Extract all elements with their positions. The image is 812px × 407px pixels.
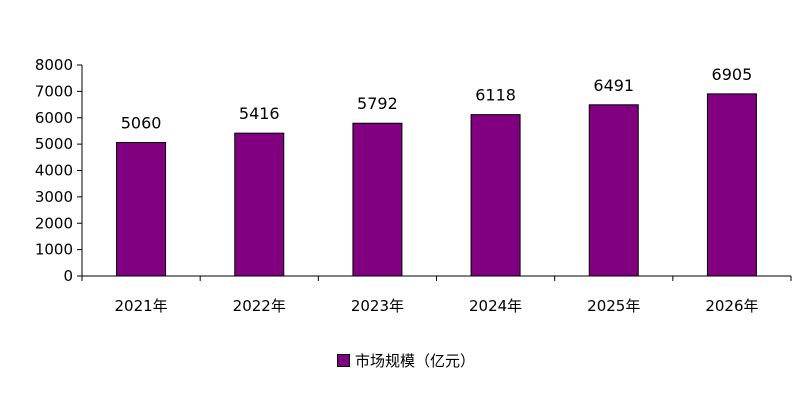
bar xyxy=(234,132,285,277)
bar xyxy=(116,142,167,277)
y-tick-label: 7000 xyxy=(35,82,73,100)
data-label: 6118 xyxy=(475,86,516,105)
y-tick-label: 8000 xyxy=(35,56,73,74)
x-category-label: 2024年 xyxy=(469,297,522,315)
data-label: 6905 xyxy=(712,65,753,84)
y-tick-label: 4000 xyxy=(35,162,73,180)
bar xyxy=(706,93,757,277)
data-label: 5792 xyxy=(357,94,398,113)
data-label: 5416 xyxy=(239,104,280,123)
y-tick-label: 2000 xyxy=(35,214,73,232)
y-tick-label: 6000 xyxy=(35,109,73,127)
x-category-label: 2026年 xyxy=(705,297,758,315)
x-category-label: 2023年 xyxy=(351,297,404,315)
x-category-label: 2025年 xyxy=(587,297,640,315)
bar xyxy=(588,104,639,277)
legend: 市场规模（亿元） xyxy=(0,350,812,371)
bars xyxy=(116,93,757,277)
bar xyxy=(352,122,403,277)
y-tick-label: 1000 xyxy=(35,241,73,259)
y-tick-label: 0 xyxy=(63,267,73,285)
y-tick-label: 5000 xyxy=(35,135,73,153)
data-label: 5060 xyxy=(121,114,162,133)
axes xyxy=(77,64,792,281)
y-tick-label: 3000 xyxy=(35,188,73,206)
legend-label: 市场规模（亿元） xyxy=(354,352,475,370)
data-label: 6491 xyxy=(593,76,634,95)
labels: 0 1000 2000 3000 4000 5000 6000 7000 8000 5060 202… xyxy=(35,56,759,315)
legend-swatch xyxy=(336,354,350,367)
x-category-label: 2022年 xyxy=(233,297,286,315)
x-category-label: 2021年 xyxy=(114,297,167,315)
bar xyxy=(470,114,521,277)
